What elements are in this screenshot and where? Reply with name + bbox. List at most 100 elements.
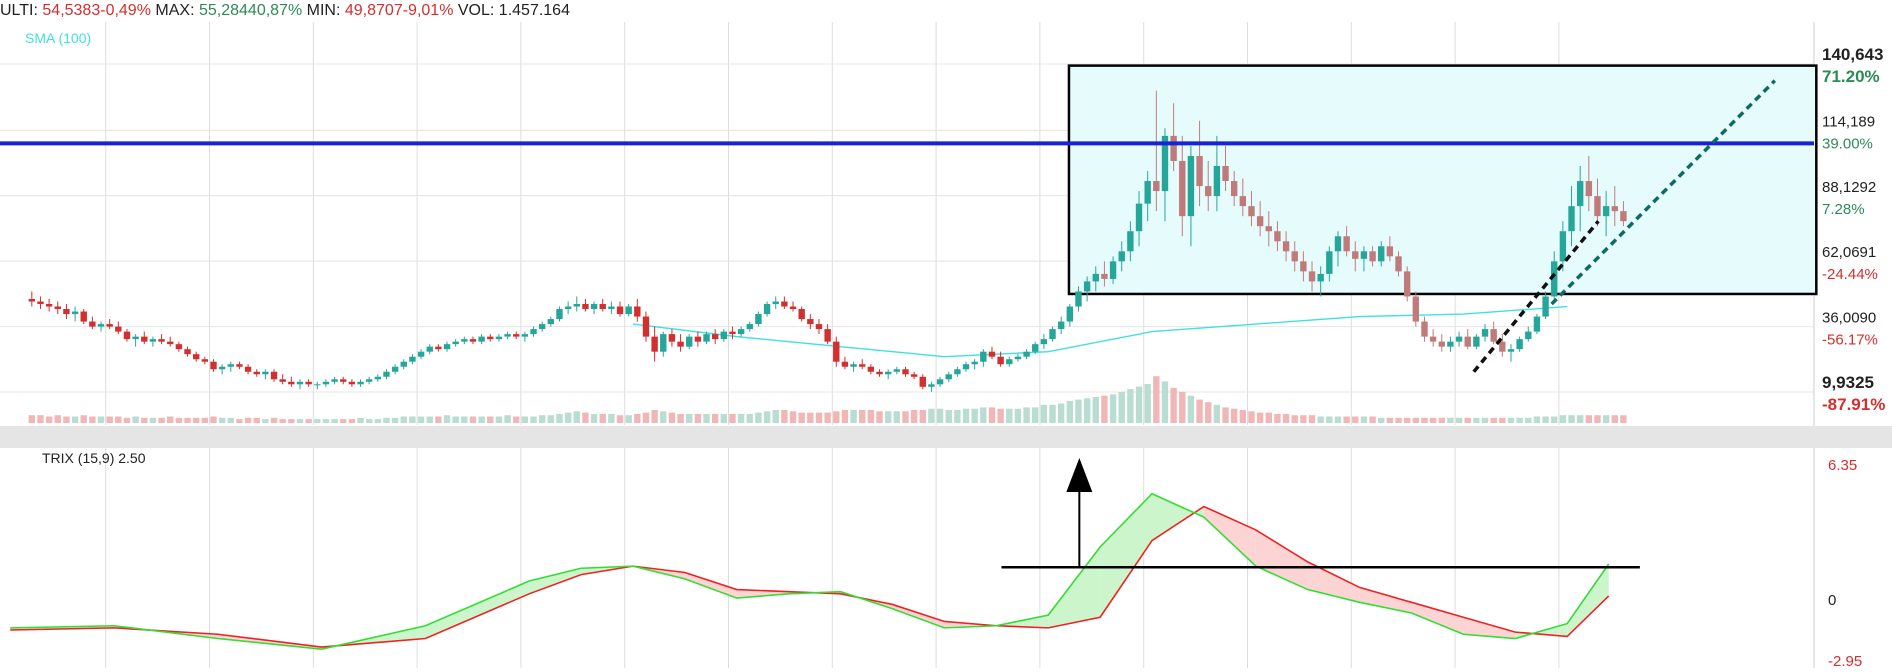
candle-body <box>1265 226 1272 232</box>
trend-line-dashed-black <box>1472 220 1600 373</box>
volume-bar <box>1490 417 1497 423</box>
trix-fill-segment <box>1048 546 1101 628</box>
volume-bar <box>1516 417 1523 423</box>
volume-bar <box>1248 411 1255 423</box>
candle-body <box>954 369 961 375</box>
volume-bar <box>1239 410 1247 423</box>
candle-body <box>1343 236 1350 252</box>
candle-body <box>1360 251 1368 259</box>
volume-bar <box>1594 415 1601 423</box>
candle-body <box>357 381 364 385</box>
volume-bar <box>167 416 174 423</box>
volume-bar <box>876 411 883 423</box>
candle-body <box>521 334 529 337</box>
candle-body <box>201 359 209 362</box>
volume-bar <box>495 416 503 423</box>
candle-body <box>123 331 131 340</box>
trix-axis-top: 6.35 <box>1828 457 1857 474</box>
candle-body <box>115 326 122 332</box>
sma-line <box>632 305 1568 358</box>
price-axis-pct: -87.91% <box>1822 395 1885 414</box>
last-label: ULTI: <box>0 2 38 19</box>
candle-body <box>893 369 901 372</box>
volume-bar <box>504 415 511 423</box>
candle-body <box>426 346 433 352</box>
candle-body <box>772 301 779 305</box>
volume-bar <box>1334 416 1342 423</box>
candle-body <box>1135 203 1143 232</box>
volume-bar <box>1568 415 1575 423</box>
volume-bar <box>1611 415 1618 423</box>
candle-body <box>495 336 503 340</box>
candle-body <box>175 344 183 350</box>
volume-bar <box>123 417 131 423</box>
volume-bar <box>1291 415 1298 423</box>
candle-body <box>910 374 918 377</box>
candle-body <box>703 334 710 342</box>
volume-bar <box>1421 417 1428 423</box>
volume-bar <box>426 416 433 423</box>
candle-body <box>288 381 295 385</box>
volume-bar <box>850 410 857 423</box>
candle-body <box>1533 316 1541 332</box>
volume-bar <box>132 416 139 423</box>
volume-bar <box>1135 386 1143 423</box>
candle-body <box>97 324 105 327</box>
volume-bar <box>1326 416 1333 423</box>
candle-body <box>1274 231 1281 242</box>
candle-body <box>1438 341 1445 347</box>
candle-body <box>106 324 113 327</box>
candle-body <box>1542 296 1549 317</box>
price-axis-value: 36,0090 <box>1822 310 1876 327</box>
candle-body <box>1481 329 1489 337</box>
candle-body <box>504 334 511 337</box>
volume-bar <box>954 410 961 423</box>
volume-bar <box>54 415 61 423</box>
volume-bar <box>1083 398 1091 423</box>
candle-body <box>668 334 676 342</box>
candle-body <box>322 381 330 385</box>
volume-bar <box>980 407 987 423</box>
candle-body <box>1395 256 1402 272</box>
volume-bar <box>288 419 295 423</box>
volume-bar <box>469 416 477 423</box>
candle-body <box>547 319 555 325</box>
trix-axis-zero: 0 <box>1828 592 1836 609</box>
volume-bar <box>409 416 416 423</box>
volume-bar <box>1282 413 1290 423</box>
candle-body <box>37 301 44 305</box>
volume-bar <box>279 419 286 423</box>
candle-body <box>1075 291 1082 307</box>
volume-bar <box>149 417 157 423</box>
candle-body <box>884 371 892 375</box>
volume-bar <box>781 410 788 423</box>
price-axis-labels: 140,643 71.20% 114,189 39.00% 88,1292 7.28% 62… <box>1822 45 1885 414</box>
price-axis-value: 88,1292 <box>1822 179 1876 196</box>
volume-bar <box>668 412 676 423</box>
volume-bar <box>625 415 632 423</box>
volume-bar <box>244 417 252 423</box>
candle-body <box>755 314 762 325</box>
candle-body <box>1230 181 1238 197</box>
volume-bar <box>720 413 728 423</box>
candle-body <box>980 351 987 362</box>
volume-bar <box>1187 395 1195 423</box>
candle-body <box>1602 206 1610 217</box>
candle-body <box>1282 241 1290 252</box>
volume-bar <box>1066 400 1074 423</box>
volume-bar <box>1222 407 1229 423</box>
trix-fill-segment <box>1203 506 1256 567</box>
price-axis-pct: 7.28% <box>1822 201 1865 218</box>
volume-bar <box>962 408 970 423</box>
volume-bar <box>521 416 529 423</box>
volume-bar <box>737 413 745 423</box>
volume-bar <box>599 413 606 423</box>
volume-bar <box>97 416 105 423</box>
price-axis-pct: 71.20% <box>1822 67 1880 86</box>
trix-fill-segment <box>1567 564 1609 637</box>
trix-arrow-head <box>1066 458 1093 492</box>
trix-fill-segment <box>1100 493 1152 618</box>
volume-bar <box>45 416 53 423</box>
volume-bar <box>1256 412 1264 423</box>
